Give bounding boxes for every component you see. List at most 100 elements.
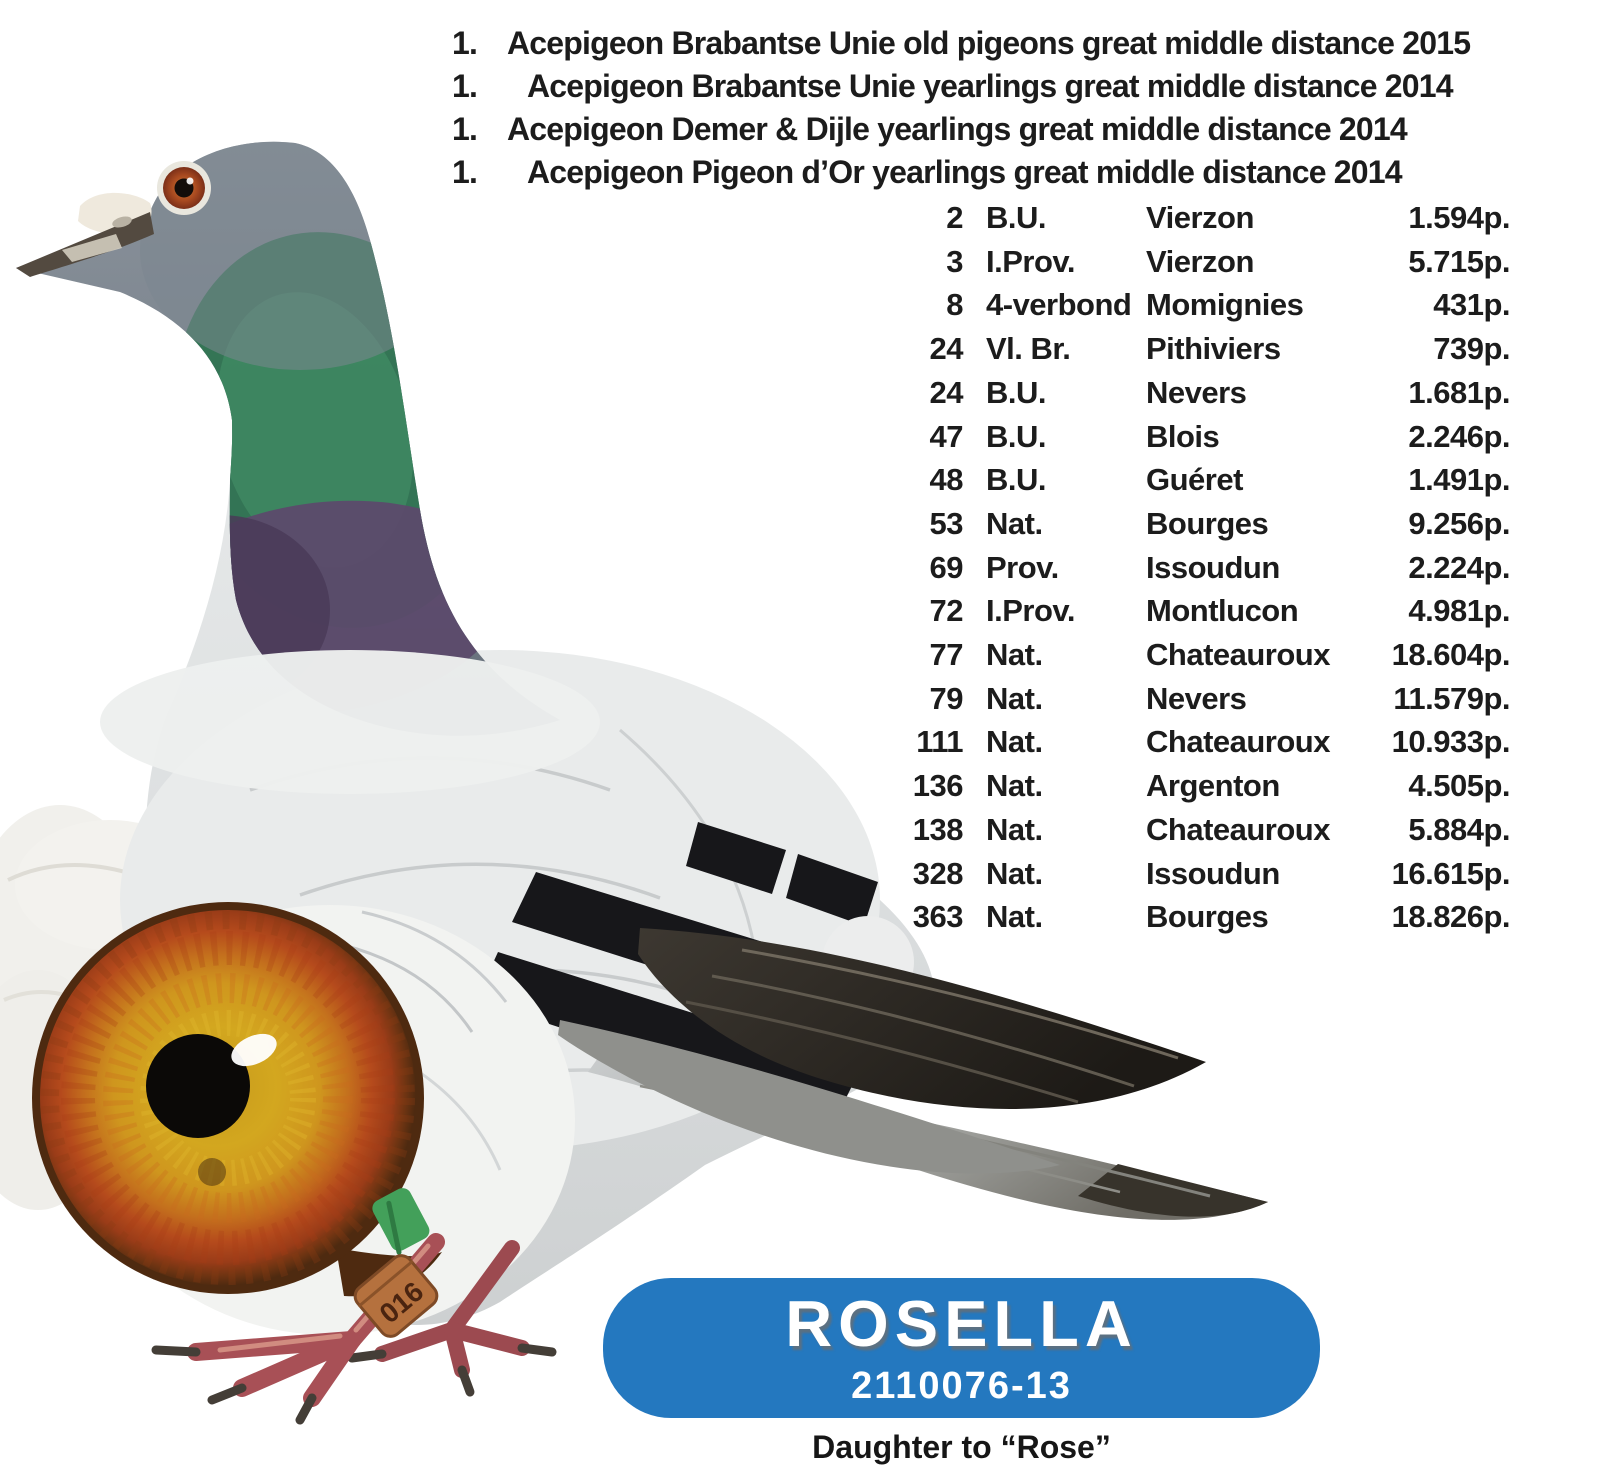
result-position: 8 [946,287,963,323]
result-pigeons: 9.256p. [1408,505,1510,541]
results-table: 2 B.U. Vierzon 1.594p. 3 I.Prov. Vierzon… [850,196,1511,939]
wing-primaries [638,928,1206,1110]
result-racepoint: Nevers [1146,680,1247,716]
head-details [16,161,211,277]
result-position: 111 [916,724,963,760]
result-racepoint: Chateauroux [1146,637,1330,673]
result-organisation: Nat. [986,768,1043,804]
result-organisation: B.U. [986,462,1047,498]
legs: 016 [151,1188,557,1425]
result-pigeons: 739p. [1433,331,1510,367]
result-racepoint: Issoudun [1146,855,1280,891]
result-racepoint: Argenton [1146,768,1280,804]
result-row: 24 B.U. Nevers 1.681p. [850,371,1511,415]
result-pigeons: 1.594p. [1408,200,1510,235]
result-row: 363 Nat. Bourges 18.826p. [850,895,1511,939]
achievement-text: Acepigeon Pigeon d’Or yearlings great mi… [527,154,1403,190]
result-position: 72 [929,593,964,629]
result-pigeons: 1.681p. [1408,374,1510,410]
result-racepoint: Bourges [1146,899,1269,935]
result-row: 24 Vl. Br. Pithiviers 739p. [850,327,1511,371]
achievement-rank: 1. [452,68,478,104]
achievement-text: Acepigeon Brabantse Unie yearlings great… [527,68,1454,104]
result-row: 79 Nat. Nevers 11.579p. [850,677,1511,721]
result-pigeons: 10.933p. [1391,724,1511,760]
achievement-text: Acepigeon Demer & Dijle yearlings great … [507,111,1408,147]
result-pigeons: 18.826p. [1391,899,1511,935]
result-organisation: B.U. [986,418,1047,454]
result-racepoint: Vierzon [1146,200,1254,235]
result-row: 72 I.Prov. Montlucon 4.981p. [850,589,1511,633]
result-organisation: Nat. [986,855,1043,891]
result-row: 328 Nat. Issoudun 16.615p. [850,852,1511,896]
result-row: 48 B.U. Guéret 1.491p. [850,458,1511,502]
achievement-item: 1. Acepigeon Brabantse Unie old pigeons … [452,22,1592,65]
result-organisation: Nat. [986,505,1043,541]
result-organisation: Nat. [986,899,1043,935]
result-organisation: Nat. [986,724,1043,760]
result-pigeons: 431p. [1433,287,1510,323]
result-organisation: I.Prov. [986,593,1075,629]
pigeon-name: ROSELLA [785,1287,1138,1360]
result-organisation: B.U. [986,374,1047,410]
chest-highlight [100,650,600,794]
eye-sign-inset [32,902,442,1297]
result-position: 363 [912,899,964,935]
result-row: 136 Nat. Argenton 4.505p. [850,764,1511,808]
result-racepoint: Chateauroux [1146,724,1330,760]
result-position: 69 [929,549,964,585]
result-racepoint: Montlucon [1146,593,1299,629]
result-organisation: Nat. [986,637,1043,673]
result-position: 24 [929,374,964,410]
result-row: 2 B.U. Vierzon 1.594p. [850,196,1510,240]
result-organisation: Nat. [986,811,1043,847]
result-organisation: 4-verbond [986,287,1132,323]
result-pigeons: 4.505p. [1408,768,1510,804]
neck-iridescence [110,141,509,716]
result-racepoint: Bourges [1146,505,1269,541]
result-organisation: Nat. [986,680,1043,716]
result-row: 69 Prov. Issoudun 2.224p. [850,546,1511,590]
underwing-feather [558,1020,1060,1174]
result-position: 328 [912,855,964,891]
result-row: 3 I.Prov. Vierzon 5.715p. [850,240,1510,284]
result-position: 136 [912,768,964,804]
inset-highlight [231,1033,277,1067]
name-badge: ROSELLA 2110076-13 [603,1278,1320,1418]
result-racepoint: Guéret [1146,462,1243,498]
result-position: 138 [912,811,964,847]
result-racepoint: Pithiviers [1146,331,1281,367]
achievement-item: 1. Acepigeon Demer & Dijle yearlings gre… [452,108,1592,151]
result-pigeons: 4.981p. [1408,593,1510,629]
achievement-rank: 1. [452,154,478,190]
result-position: 3 [946,243,963,279]
result-row: 111 Nat. Chateauroux 10.933p. [850,720,1510,764]
result-row: 53 Nat. Bourges 9.256p. [850,502,1511,546]
result-pigeons: 1.491p. [1408,462,1510,498]
result-pigeons: 5.715p. [1408,243,1510,279]
result-position: 24 [929,331,964,367]
ring-number: 2110076-13 [851,1365,1072,1407]
achievement-rank: 1. [452,25,478,61]
achievement-item: 1. Acepigeon Pigeon d’Or yearlings great… [452,151,1592,194]
result-position: 48 [929,462,964,498]
result-organisation: I.Prov. [986,243,1075,279]
result-row: 138 Nat. Chateauroux 5.884p. [850,808,1511,852]
result-pigeons: 18.604p. [1391,637,1511,673]
result-organisation: B.U. [986,200,1047,235]
result-pigeons: 2.246p. [1408,418,1510,454]
inset-pupil [146,1034,250,1138]
result-racepoint: Issoudun [1146,549,1280,585]
result-racepoint: Chateauroux [1146,811,1330,847]
achievement-text: Acepigeon Brabantse Unie old pigeons gre… [507,25,1471,61]
result-row: 77 Nat. Chateauroux 18.604p. [850,633,1511,677]
result-organisation: Vl. Br. [986,331,1071,367]
result-position: 47 [929,418,964,454]
achievement-rank: 1. [452,111,478,147]
result-position: 79 [929,680,964,716]
result-position: 53 [929,505,964,541]
result-pigeons: 2.224p. [1408,549,1510,585]
result-position: 2 [946,200,963,235]
